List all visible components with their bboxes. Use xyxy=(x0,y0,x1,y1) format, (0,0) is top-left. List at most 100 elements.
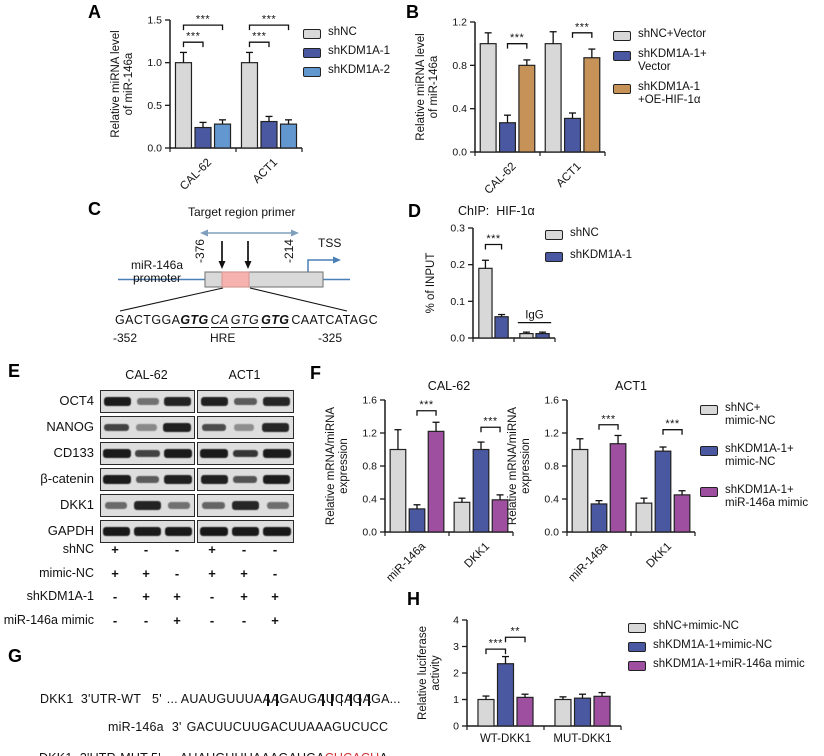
svg-text:1.2: 1.2 xyxy=(452,17,467,29)
mir-prime: 3' xyxy=(171,720,182,734)
base-pair-mark xyxy=(340,694,343,706)
base-pair-mark xyxy=(359,694,361,706)
wt-prime: 5' xyxy=(152,692,162,706)
svg-text:IgG: IgG xyxy=(525,310,544,322)
panel-g-letter: G xyxy=(8,646,23,666)
blot-box xyxy=(197,416,294,439)
legend-label: shNC+mimic-NC xyxy=(653,620,739,632)
svg-text:Relative miRNA levelof miR-146: Relative miRNA levelof miR-146a xyxy=(415,33,440,140)
svg-text:***: *** xyxy=(483,416,498,428)
legend-item: shKDM1A-2 xyxy=(303,64,390,77)
promoter-diagram-shapes xyxy=(118,229,350,312)
svg-text:ACT1: ACT1 xyxy=(615,379,647,393)
panel-h-letter: H xyxy=(407,589,420,609)
tss-arrowhead xyxy=(333,256,341,264)
legend-label: shKDM1A-1+ mimic-NC xyxy=(725,443,794,468)
mut-prime: 5' xyxy=(151,751,161,756)
legend-swatch xyxy=(628,661,646,671)
blot-protein-label: β-catenin xyxy=(40,471,94,486)
sequence-text: ... AUAUGUUUAAAGAUGA xyxy=(166,751,325,756)
legend-item: shKDM1A-1 +OE-HIF-1α xyxy=(613,81,707,107)
wt-sequence: ... AUAUGUUUAAAGAUGAUCAGAGA... xyxy=(166,692,401,706)
match-bars-group2 xyxy=(322,694,378,707)
legend-label: shNC+Vector xyxy=(638,28,707,40)
svg-text:0.2: 0.2 xyxy=(450,259,465,271)
panel-a-letter: A xyxy=(88,2,101,22)
blot-band xyxy=(102,527,131,536)
panel-d-letter: D xyxy=(408,201,421,221)
blot-band xyxy=(103,449,131,458)
blot-header-cal62: CAL-62 xyxy=(125,368,168,382)
svg-text:1.0: 1.0 xyxy=(147,57,162,69)
blot-band xyxy=(104,502,128,509)
svg-text:***: *** xyxy=(419,399,434,411)
svg-text:1: 1 xyxy=(453,694,459,706)
blot-row: DKK1 xyxy=(0,494,320,520)
zoom-line-right xyxy=(249,287,348,312)
condition-label: mimic-NC xyxy=(39,565,94,580)
condition-sign: - xyxy=(209,612,215,628)
primer-arrowhead-right xyxy=(291,229,299,237)
blot-protein-label: NANOG xyxy=(46,419,94,434)
blot-box xyxy=(197,468,294,491)
condition-sign: + xyxy=(142,565,150,581)
svg-text:***: *** xyxy=(510,32,525,44)
blot-band xyxy=(164,475,192,484)
primer-arrowhead-left xyxy=(200,229,208,237)
condition-sign: + xyxy=(208,565,216,581)
hre-motif: GTG xyxy=(180,313,209,328)
legend-item: shNC+ mimic-NC xyxy=(700,402,808,428)
svg-text:% of INPUT: % of INPUT xyxy=(425,253,437,314)
panel-b-letter: B xyxy=(406,2,419,22)
condition-label: miR-146a mimic xyxy=(3,612,94,627)
blot-band xyxy=(263,527,291,536)
hre-motif: CA xyxy=(210,313,229,328)
condition-sign: + xyxy=(208,542,216,557)
svg-text:0: 0 xyxy=(453,721,459,733)
svg-text:Relative miRNA levelof miR-146: Relative miRNA levelof miR-146a xyxy=(110,30,135,137)
legend-item: shKDM1A-1+ Vector xyxy=(613,48,707,74)
condition-sign: - xyxy=(272,542,278,557)
blot-band xyxy=(164,527,193,536)
svg-text:0.4: 0.4 xyxy=(362,494,377,506)
condition-row: shKDM1A-1 - + + - + + xyxy=(0,589,320,611)
legend-label: shKDM1A-2 xyxy=(328,64,390,76)
panel-g-alignment: DKK1 3'UTR-WT 5' ... AUAUGUUUAAAGAUGAUCAGA… xyxy=(0,645,430,756)
blot-band xyxy=(263,449,291,458)
panel-f-cal62-chart: 0.0 0.4 0.8 1.2 1.6 Relative mRNA/miRNAexpres… xyxy=(325,379,514,584)
tss-label: TSS xyxy=(318,236,342,250)
legend-label: shNC+ mimic-NC xyxy=(725,402,776,427)
blot-protein-label: DKK1 xyxy=(60,497,94,512)
condition-sign: + xyxy=(271,589,279,604)
blot-box xyxy=(100,494,195,517)
condition-sign: - xyxy=(174,565,180,581)
mut-label: DKK1 3'UTR-MUT xyxy=(39,751,151,756)
svg-text:***: *** xyxy=(196,14,211,26)
legend-swatch xyxy=(303,48,321,58)
hre-label: HRE xyxy=(210,331,236,345)
condition-sign: - xyxy=(112,589,118,604)
svg-text:Relative mRNA/miRNAexpression: Relative mRNA/miRNAexpression xyxy=(325,407,350,526)
blot-band xyxy=(232,501,260,510)
panel-h-legend: shNC+mimic-NC shKDM1A-1+mimic-NC shKDM1A-1… xyxy=(628,620,805,677)
condition-sign: - xyxy=(241,612,247,628)
svg-text:4: 4 xyxy=(453,615,459,627)
panel-d-legend: shNC shKDM1A-1 xyxy=(545,227,632,271)
mir-row: miR-146a 3' GACUUCUUGACUUAAAGUCUCC xyxy=(86,706,388,748)
seq-position-left: -352 xyxy=(113,331,138,345)
legend-swatch xyxy=(700,405,718,415)
condition-sign: + xyxy=(111,542,119,557)
svg-text:0.3: 0.3 xyxy=(450,223,465,235)
blot-row: β-catenin xyxy=(0,468,320,494)
legend-swatch xyxy=(545,230,563,240)
legend-swatch xyxy=(700,487,718,497)
blot-band xyxy=(201,423,227,432)
svg-text:MUT-DKK1: MUT-DKK1 xyxy=(553,733,611,745)
panel-a-chart: 0.0 0.5 1.0 1.5 Relative miRNA levelof miR-1… xyxy=(110,14,303,193)
legend-label: shKDM1A-1 +OE-HIF-1α xyxy=(638,81,701,106)
legend-swatch xyxy=(628,642,646,652)
legend-swatch xyxy=(303,29,321,39)
mutated-bases: CUCACU xyxy=(325,751,380,756)
blot-protein-label: CD133 xyxy=(53,445,94,460)
base-pair-mark xyxy=(368,694,371,706)
